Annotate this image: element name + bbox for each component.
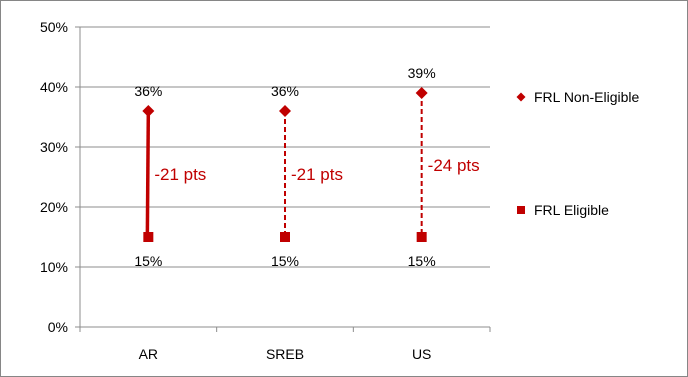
legend-diamond-marker — [516, 92, 526, 102]
y-tick-label: 40% — [40, 79, 68, 95]
y-tick-label: 30% — [40, 139, 68, 155]
y-tick-label: 0% — [48, 319, 68, 335]
x-tick-label: SREB — [266, 346, 304, 362]
square-marker — [280, 232, 290, 242]
gap-label: -21 pts — [291, 165, 343, 184]
y-tick-label: 20% — [40, 199, 68, 215]
value-label: 39% — [408, 65, 436, 81]
x-tick-label: AR — [139, 346, 158, 362]
legend-square-marker — [517, 206, 525, 214]
value-label: 36% — [134, 83, 162, 99]
square-marker — [416, 232, 427, 242]
value-label: 15% — [134, 253, 162, 269]
gap-line — [145, 110, 151, 238]
value-label: 15% — [408, 253, 436, 269]
square-marker — [143, 232, 154, 242]
diamond-marker — [142, 105, 155, 117]
x-tick-label: US — [412, 346, 431, 362]
gap-label: -24 pts — [428, 156, 480, 175]
legend-label: FRL Eligible — [534, 202, 609, 218]
diamond-marker — [415, 87, 428, 99]
value-label: 36% — [271, 83, 299, 99]
y-tick-label: 50% — [40, 19, 68, 35]
diamond-marker — [279, 105, 291, 117]
y-tick-label: 10% — [40, 259, 68, 275]
legend-label: FRL Non-Eligible — [534, 89, 640, 105]
gap-label: -21 pts — [154, 165, 206, 184]
value-label: 15% — [271, 253, 299, 269]
